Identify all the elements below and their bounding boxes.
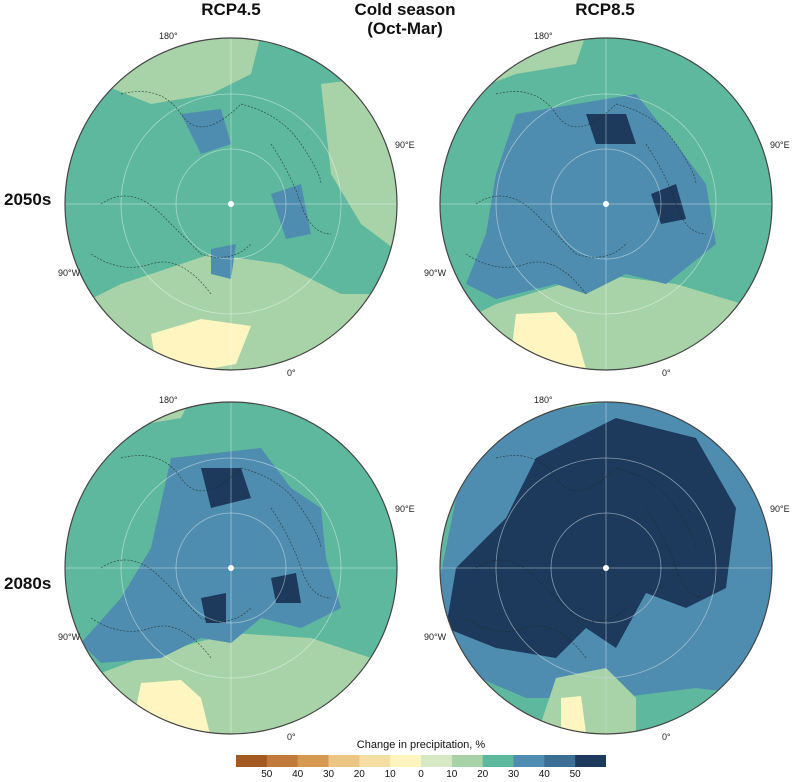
north-pole-marker — [228, 201, 234, 207]
colorbar-swatch — [328, 755, 360, 767]
lon-label-90w: 90°W — [424, 268, 447, 278]
field-low-change-south — [65, 254, 397, 370]
map-border — [64, 37, 398, 371]
colorbar-ticks: 50 40 30 20 10 0 10 20 30 40 50 — [236, 769, 606, 782]
lon-label-90e: 90°E — [395, 140, 415, 150]
map-border — [439, 37, 773, 371]
field-core — [181, 109, 231, 154]
colorbar-swatch — [513, 755, 545, 767]
colorbar-swatch — [266, 755, 299, 767]
graticule — [440, 402, 772, 734]
lon-label-0: 0° — [287, 732, 296, 742]
header-season: Cold season (Oct-Mar) — [350, 0, 460, 38]
colorbar-tick-label: 20 — [477, 769, 489, 780]
colorbar-swatch — [575, 755, 606, 767]
row-label-2080s: 2080s — [4, 574, 52, 593]
colorbar-swatch — [297, 755, 329, 767]
colorbar-tick-label: 30 — [322, 769, 335, 780]
colorbar-swatch — [359, 755, 391, 767]
colorbar-tick-label: 0 — [418, 769, 424, 780]
colorbar-tick-label: 30 — [507, 769, 520, 780]
field-core-2 — [586, 114, 636, 144]
graticule — [440, 38, 772, 370]
field-core-3 — [651, 184, 686, 224]
map-rcp85-2080s: 180° 90°E 90°W 0° — [424, 395, 790, 742]
lon-label-90e: 90°E — [395, 504, 415, 514]
field-core-3 — [271, 573, 301, 603]
colorbar-swatch — [236, 755, 268, 767]
colorbar-swatch — [544, 755, 576, 767]
row-label-2050s: 2050s — [4, 190, 52, 209]
lon-label-0: 0° — [662, 368, 671, 378]
lon-label-180: 180° — [159, 31, 178, 41]
lon-label-180: 180° — [159, 395, 178, 405]
graticule — [65, 38, 397, 370]
colorbar-swatch — [451, 755, 484, 767]
coastlines — [90, 455, 332, 659]
coastlines — [465, 91, 707, 295]
lon-label-90e: 90°E — [770, 140, 790, 150]
colorbar-tick-label: 50 — [261, 769, 273, 780]
colorbar-tick-label: 20 — [353, 769, 365, 780]
colorbar-tick-label: 50 — [569, 769, 581, 780]
field-core — [81, 448, 341, 663]
map-border — [439, 401, 773, 735]
map-rcp85-2050s: 180° 90°E 90°W 0° — [424, 31, 790, 378]
field-core — [466, 94, 716, 299]
header-season-line1: Cold season — [354, 0, 456, 19]
north-pole-marker — [228, 565, 234, 571]
lon-label-90w: 90°W — [424, 632, 447, 642]
colorbar-swatch — [482, 755, 514, 767]
field-core-4 — [201, 593, 226, 623]
north-pole-marker — [603, 565, 609, 571]
colorbar-swatch — [421, 755, 453, 767]
lon-label-180: 180° — [534, 395, 553, 405]
lon-label-90w: 90°W — [58, 268, 81, 278]
north-pole-marker — [603, 201, 609, 207]
field-core-2 — [271, 184, 311, 239]
colorbar — [236, 755, 606, 767]
map-rcp45-2080s: 180° 90°E 90°W 0° — [58, 395, 415, 742]
field-dry — [561, 696, 586, 733]
lon-label-180: 180° — [534, 31, 553, 41]
colorbar-title: Change in precipitation, % — [356, 739, 486, 751]
lon-label-90w: 90°W — [58, 632, 81, 642]
header-rcp85: RCP8.5 — [575, 0, 635, 19]
colorbar-tick-label: 40 — [292, 769, 304, 780]
colorbar-tick-label: 10 — [384, 769, 396, 780]
header-rcp45: RCP4.5 — [201, 0, 261, 19]
header-season-line2: (Oct-Mar) — [367, 19, 443, 38]
field-core — [446, 418, 736, 658]
field-core-3 — [211, 244, 236, 279]
coastlines — [90, 91, 332, 295]
lon-label-0: 0° — [662, 732, 671, 742]
graticule — [65, 402, 397, 734]
colorbar-tick-label: 40 — [538, 769, 550, 780]
colorbar-tick-label: 10 — [446, 769, 458, 780]
colorbar-swatch — [390, 755, 422, 767]
field-core-2 — [201, 468, 251, 508]
map-border — [64, 401, 398, 735]
coastlines — [465, 455, 707, 659]
lon-label-0: 0° — [287, 368, 296, 378]
lon-label-90e: 90°E — [770, 504, 790, 514]
map-rcp45-2050s: 180° 90°E 90°W 0° — [58, 31, 415, 378]
